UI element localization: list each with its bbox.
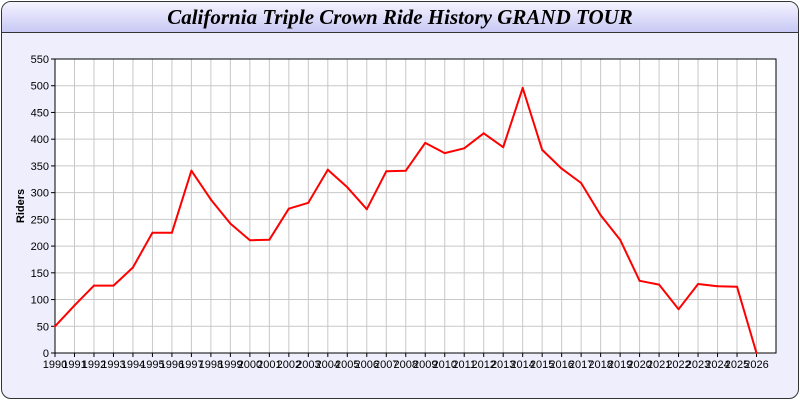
x-tick-label: 2012 bbox=[471, 359, 495, 371]
data-point bbox=[404, 169, 407, 172]
data-point bbox=[190, 169, 193, 172]
y-tick-label: 550 bbox=[31, 54, 49, 66]
y-tick-label: 300 bbox=[31, 188, 49, 200]
data-point bbox=[112, 284, 115, 287]
data-point bbox=[229, 222, 232, 225]
data-point bbox=[482, 132, 485, 135]
data-point bbox=[677, 308, 680, 311]
data-point bbox=[443, 152, 446, 155]
data-point bbox=[170, 231, 173, 234]
title-bar: California Triple Crown Ride History GRA… bbox=[2, 2, 798, 33]
x-tick-label: 2024 bbox=[705, 359, 729, 371]
data-point bbox=[131, 266, 134, 269]
data-point bbox=[385, 170, 388, 173]
data-point bbox=[580, 182, 583, 185]
data-point bbox=[716, 285, 719, 288]
data-point bbox=[365, 208, 368, 211]
data-point bbox=[54, 325, 56, 328]
x-tick-label: 2015 bbox=[530, 359, 554, 371]
y-tick-label: 150 bbox=[31, 268, 49, 280]
y-tick-label: 450 bbox=[31, 107, 49, 119]
x-tick-label: 2004 bbox=[316, 359, 340, 371]
data-point bbox=[560, 167, 563, 170]
x-tick-label: 1999 bbox=[218, 359, 242, 371]
x-tick-label: 2007 bbox=[374, 359, 398, 371]
y-tick-label: 100 bbox=[31, 295, 49, 307]
x-tick-label: 2014 bbox=[510, 359, 534, 371]
x-tick-label: 1994 bbox=[121, 359, 145, 371]
y-tick-label: 400 bbox=[31, 134, 49, 146]
x-tick-label: 2021 bbox=[647, 359, 671, 371]
data-point bbox=[424, 141, 427, 144]
x-tick-label: 2023 bbox=[686, 359, 710, 371]
y-tick-label: 50 bbox=[37, 321, 49, 333]
x-tick-label: 2016 bbox=[549, 359, 573, 371]
x-tick-label: 2002 bbox=[277, 359, 301, 371]
x-tick-label: 2018 bbox=[588, 359, 612, 371]
x-tick-label: 2000 bbox=[238, 359, 262, 371]
x-tick-label: 2005 bbox=[335, 359, 359, 371]
x-tick-label: 2008 bbox=[394, 359, 418, 371]
data-point bbox=[268, 238, 271, 241]
data-point bbox=[541, 148, 544, 151]
x-tick-label: 2025 bbox=[725, 359, 749, 371]
x-tick-label: 2017 bbox=[569, 359, 593, 371]
x-tick-label: 2013 bbox=[491, 359, 515, 371]
data-point bbox=[502, 146, 505, 149]
data-point bbox=[209, 198, 212, 201]
plot-border bbox=[54, 58, 777, 354]
data-point bbox=[521, 86, 524, 89]
y-axis-label: Riders bbox=[15, 189, 27, 223]
data-point bbox=[736, 285, 739, 288]
data-point bbox=[151, 231, 154, 234]
x-tick-label: 1993 bbox=[101, 359, 125, 371]
x-tick-label: 2006 bbox=[355, 359, 379, 371]
x-tick-label: 2019 bbox=[608, 359, 632, 371]
x-tick-label: 2010 bbox=[432, 359, 456, 371]
y-tick-label: 500 bbox=[31, 81, 49, 93]
data-point bbox=[697, 283, 700, 286]
x-tick-label: 2011 bbox=[452, 359, 476, 371]
x-tick-label: 2026 bbox=[744, 359, 768, 371]
y-tick-label: 250 bbox=[31, 214, 49, 226]
data-point bbox=[307, 201, 310, 204]
data-point bbox=[287, 207, 290, 210]
x-tick-label: 1991 bbox=[62, 359, 86, 371]
x-tick-label: 2003 bbox=[296, 359, 320, 371]
y-tick-label: 350 bbox=[31, 161, 49, 173]
data-point bbox=[463, 147, 466, 150]
data-point bbox=[73, 304, 76, 307]
chart-title: California Triple Crown Ride History GRA… bbox=[167, 5, 633, 29]
data-point bbox=[248, 239, 251, 242]
data-point bbox=[326, 168, 329, 171]
x-tick-label: 1992 bbox=[82, 359, 106, 371]
data-point bbox=[619, 238, 622, 241]
y-tick-label: 0 bbox=[43, 348, 49, 360]
data-point bbox=[638, 279, 641, 282]
x-tick-label: 1996 bbox=[160, 359, 184, 371]
x-tick-label: 2001 bbox=[257, 359, 281, 371]
x-tick-label: 2022 bbox=[666, 359, 690, 371]
x-tick-label: 2020 bbox=[627, 359, 651, 371]
x-tick-label: 1990 bbox=[43, 359, 67, 371]
x-tick-label: 1998 bbox=[199, 359, 223, 371]
x-tick-label: 1997 bbox=[179, 359, 203, 371]
data-point bbox=[92, 284, 95, 287]
plot-area bbox=[55, 59, 776, 353]
data-point bbox=[599, 214, 602, 217]
data-point bbox=[346, 186, 349, 189]
y-tick-label: 200 bbox=[31, 241, 49, 253]
x-tick-label: 1995 bbox=[140, 359, 164, 371]
data-point bbox=[755, 352, 758, 354]
x-tick-label: 2009 bbox=[413, 359, 437, 371]
data-point bbox=[658, 283, 661, 286]
